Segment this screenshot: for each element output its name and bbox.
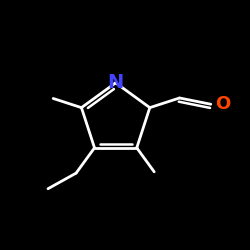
Text: N: N xyxy=(108,73,124,92)
Text: O: O xyxy=(216,95,231,113)
